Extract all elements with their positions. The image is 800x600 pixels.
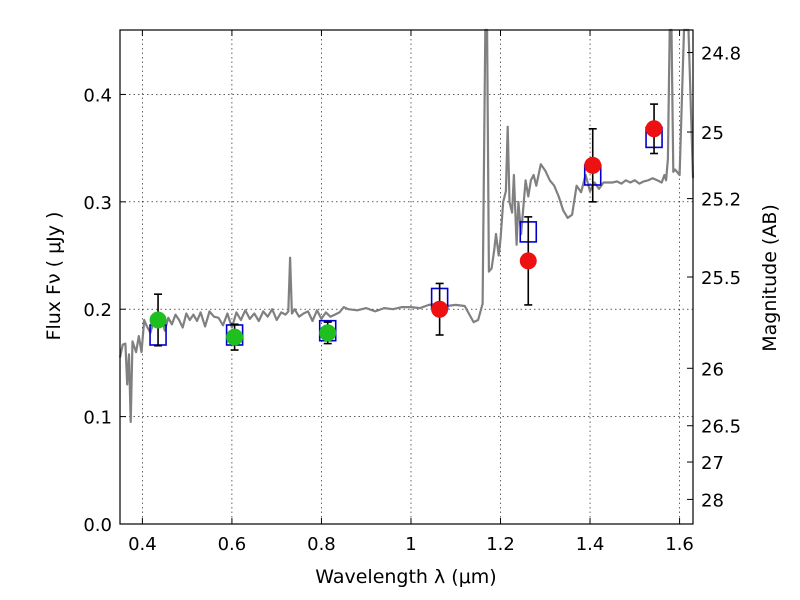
observed-flux-points	[149, 103, 663, 351]
right-tick-label: 24.8	[701, 44, 741, 65]
y-tick-label: 0.1	[83, 408, 112, 429]
green-flux-point	[226, 328, 244, 346]
y-axis-label: Flux Fν ( μJy )	[43, 212, 65, 341]
green-flux-point	[319, 324, 337, 342]
template-spectrum-line	[118, 28, 695, 424]
right-tick-label: 25.5	[701, 268, 741, 289]
green-flux-point	[149, 311, 167, 329]
model-flux-boxes	[149, 126, 663, 346]
x-tick-label: 1.6	[665, 534, 694, 555]
x-tick-label: 0.4	[128, 534, 157, 555]
x-tick-label: 1.4	[576, 534, 605, 555]
right-tick-label: 25	[701, 123, 724, 144]
right-tick-label: 26	[701, 359, 724, 380]
red-flux-point	[584, 156, 602, 174]
plot-frame	[119, 29, 694, 525]
red-flux-point	[645, 120, 663, 138]
right-tick-label: 28	[701, 490, 724, 511]
x-tick-label: 0.6	[218, 534, 247, 555]
right-axis-label: Magnitude (AB)	[759, 204, 781, 352]
y-tick-label: 0.0	[83, 515, 112, 536]
axis-ticks: 0.4 0.6 0.8 1 1.2 1.4 1.6 0.0 0.1 0.2 0.3 0.4 24.8 25…	[83, 30, 741, 555]
x-axis-label: Wavelength λ (μm)	[315, 566, 496, 588]
right-tick-label: 25.2	[701, 190, 741, 211]
x-tick-label: 1.2	[486, 534, 515, 555]
x-tick-label: 0.8	[307, 534, 336, 555]
right-tick-label: 26.5	[701, 417, 741, 438]
x-tick-label: 1	[405, 534, 416, 555]
grid-lines	[120, 30, 693, 525]
y-tick-label: 0.2	[83, 300, 112, 321]
red-flux-point	[519, 252, 537, 270]
y-tick-label: 0.4	[83, 85, 112, 106]
template-spectrum-layer	[118, 28, 695, 424]
red-flux-point	[431, 300, 449, 318]
y-tick-label: 0.3	[83, 193, 112, 214]
right-tick-label: 27	[701, 453, 724, 474]
